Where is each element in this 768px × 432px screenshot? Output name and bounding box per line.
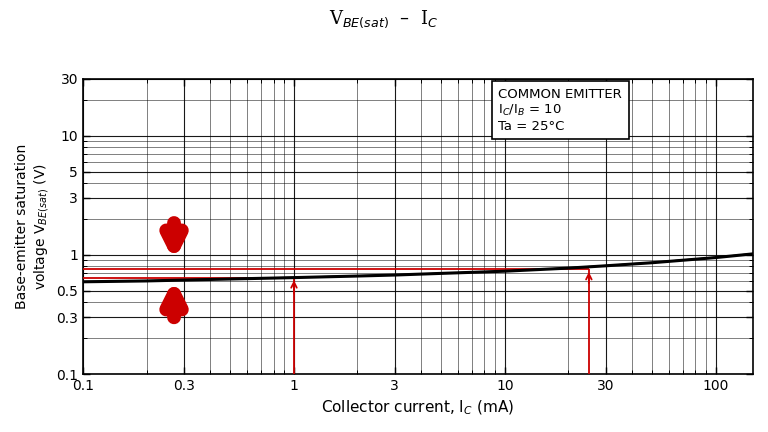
Y-axis label: Base-emitter saturation
voltage V$_{BE(sat)}$ (V): Base-emitter saturation voltage V$_{BE(s…	[15, 144, 51, 309]
Text: COMMON EMITTER
I$_C$/I$_B$ = 10
Ta = 25°C: COMMON EMITTER I$_C$/I$_B$ = 10 Ta = 25°…	[498, 88, 622, 133]
X-axis label: Collector current, I$_C$ (mA): Collector current, I$_C$ (mA)	[322, 399, 515, 417]
Text: V$_{BE (sat)}$  –  I$_C$: V$_{BE (sat)}$ – I$_C$	[329, 9, 439, 30]
